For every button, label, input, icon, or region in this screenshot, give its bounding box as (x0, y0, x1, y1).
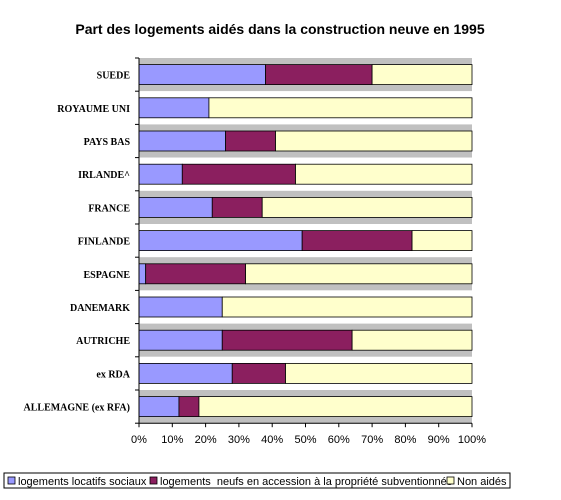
bar-segment (225, 130, 276, 152)
category-label: DANEMARK (70, 303, 130, 314)
legend-box (3, 472, 511, 489)
x-tick-label: 0% (131, 434, 147, 446)
chart-title: Part des logements aidés dans la constru… (75, 21, 484, 37)
bar-segment (138, 396, 180, 418)
bar-segment (261, 196, 473, 218)
bar-segment (198, 396, 473, 418)
category-label: ESPAGNE (84, 270, 131, 281)
category-label: FINLANDE (78, 237, 131, 248)
category-label: PAYS BAS (84, 137, 131, 148)
plot-area: SUEDE ROYAUME UNI PAYS BAS IRLANDE^ FRANCE FI… (24, 58, 473, 424)
bar-segment (221, 329, 353, 351)
bar-segment (231, 362, 286, 384)
bar-segment (138, 163, 183, 185)
bar-segment (275, 130, 473, 152)
bar-segment (221, 296, 473, 318)
legend-label: Non aidés (457, 476, 507, 488)
category-label: ROYAUME UNI (57, 104, 130, 115)
x-axis: 0% 10% 20% 30% 40% 50% 60% 70% 80% 90% 100% (131, 57, 486, 446)
bar-segment (351, 329, 473, 351)
bar-segment (138, 130, 226, 152)
bar-segment (208, 97, 473, 119)
x-tick-label: 60% (328, 434, 350, 446)
x-tick-label: 50% (294, 434, 316, 446)
bar-segment (138, 64, 266, 85)
bar-segment (181, 163, 296, 185)
legend-swatch (7, 476, 16, 485)
x-tick-label: 30% (228, 434, 250, 446)
bar-segment (211, 196, 263, 218)
bar-segment (138, 230, 303, 252)
bar-segment (178, 396, 200, 418)
x-tick-label: 70% (361, 434, 383, 446)
category-label: AUTRICHE (76, 336, 130, 347)
x-tick-label: 10% (161, 434, 183, 446)
bar-segment (411, 230, 473, 252)
legend-label: logements locatifs sociaux (18, 476, 147, 488)
bar-segment (265, 64, 373, 85)
bar-segment (138, 97, 210, 119)
category-label: FRANCE (88, 203, 130, 214)
bar-segment (138, 296, 223, 318)
legend: logements locatifs sociaux logements neuf… (3, 472, 511, 489)
bar-segment (371, 64, 473, 85)
x-tick-label: 80% (394, 434, 416, 446)
bar-segment (285, 362, 473, 384)
bar-segment (295, 163, 473, 185)
x-tick-label: 90% (428, 434, 450, 446)
category-label: ALLEMAGNE (ex RFA) (24, 403, 130, 414)
bar-segment (138, 196, 213, 218)
legend-swatch (446, 476, 455, 485)
legend-swatch (149, 476, 158, 485)
category-label: IRLANDE^ (78, 170, 130, 181)
category-label: SUEDE (97, 71, 131, 82)
bar-segment (145, 263, 246, 285)
x-tick-label: 100% (458, 434, 486, 446)
bar-segment (138, 329, 223, 351)
x-tick-label: 40% (261, 434, 283, 446)
bar-segment (245, 263, 473, 285)
bar-segment (138, 362, 233, 384)
bar-segment (138, 263, 147, 285)
x-tick-label: 20% (195, 434, 217, 446)
legend-label: logements neufs en accession à la propri… (160, 476, 453, 488)
bar-segment (301, 230, 413, 252)
category-label: ex RDA (96, 369, 130, 380)
